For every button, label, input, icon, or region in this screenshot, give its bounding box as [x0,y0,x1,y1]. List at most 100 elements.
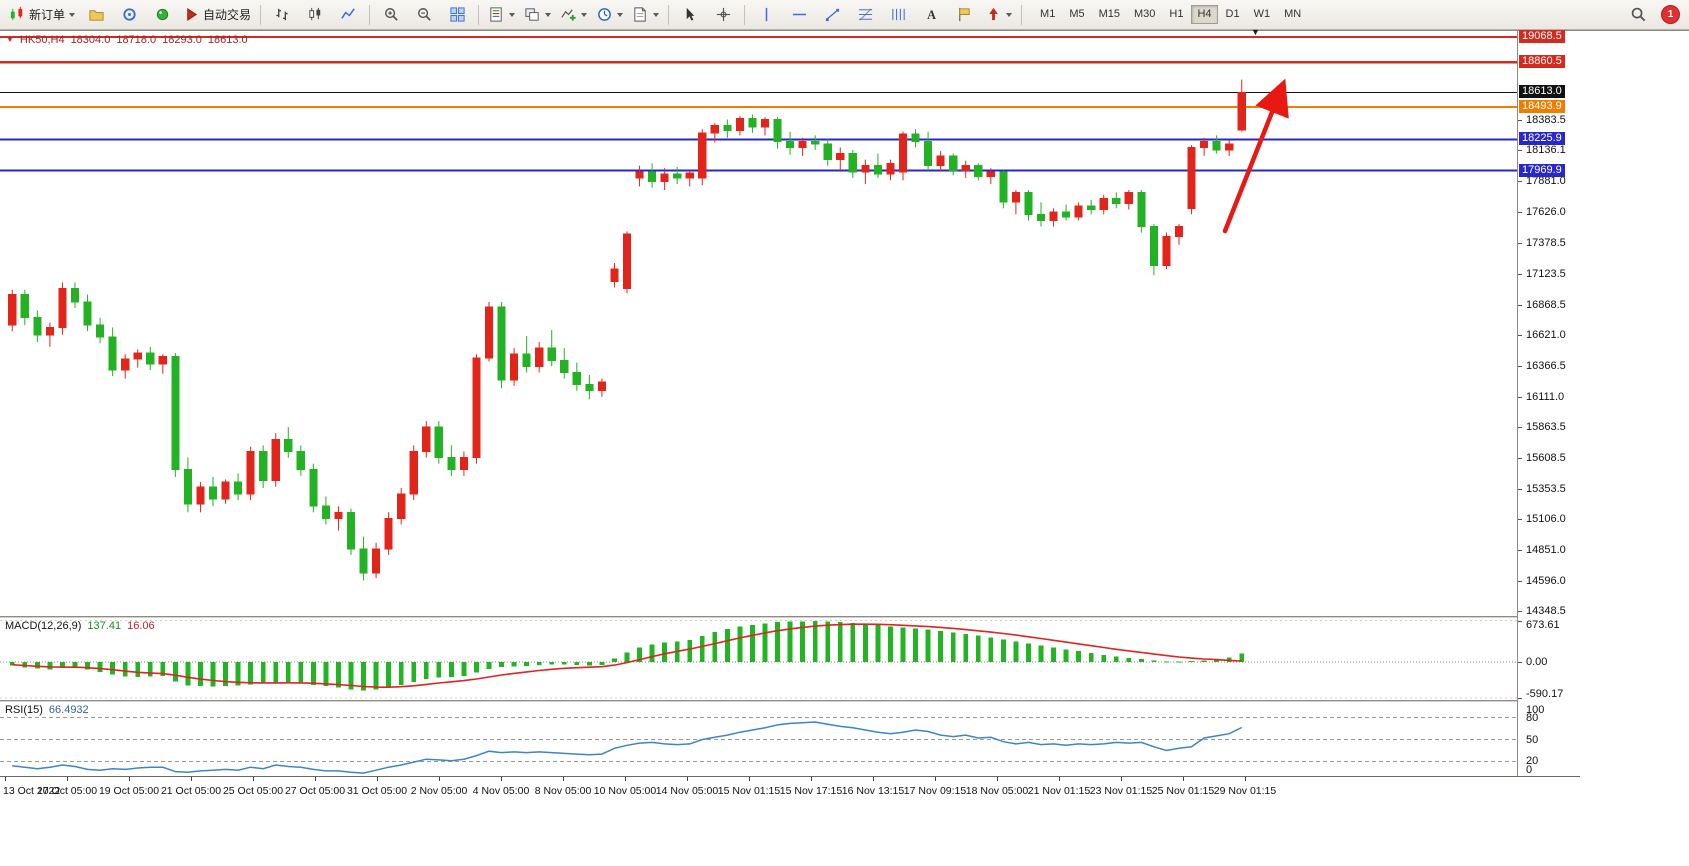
macd-histogram-bar [837,622,843,662]
rsi-name: RSI(15) [5,704,43,716]
candle [1174,224,1184,245]
indicators-button[interactable] [484,2,519,28]
candle [1036,202,1046,227]
candle [1137,190,1146,233]
macd-main-value: 137.41 [87,620,122,632]
price-tick-mark [1518,518,1522,520]
macd-name: MACD(12,26,9) [5,620,82,632]
price-scale[interactable]: 18383.5 18136.1 17881.0 17626.0 17378.5 17123… [1517,30,1588,776]
cursor-button[interactable] [674,2,706,28]
macd-histogram-bar [1013,641,1019,662]
arrow-up-icon [989,7,998,21]
vertical-line-button[interactable] [750,2,782,28]
text-button[interactable]: A [915,2,947,28]
bar-chart-button[interactable] [266,2,298,28]
time-tick-label: 31 Oct 05:00 [346,785,408,797]
candle [597,378,607,397]
candle [183,457,193,513]
timeframe-h4-button[interactable]: H4 [1191,5,1218,24]
chart-shift-marker-icon[interactable]: ▼ [1251,27,1260,37]
timeframe-m5-button[interactable]: M5 [1069,8,1085,20]
text-label-button[interactable] [948,2,980,28]
search-icon [1631,7,1645,22]
cascade-windows-button[interactable] [520,2,555,28]
panel-separator[interactable] [0,700,1580,703]
time-tick-mark [439,777,440,781]
macd-histogram-bar [875,625,881,662]
folder-icon [88,10,104,21]
notification-badge[interactable]: 1 [1661,5,1680,24]
trendline-button[interactable] [816,2,848,28]
arrow-objects-button[interactable] [981,2,1016,28]
trendline-icon [825,8,839,22]
price-tick-label: 17626.0 [1526,206,1566,219]
candle [459,451,469,476]
candle [823,138,832,166]
fibonacci-button[interactable] [849,2,881,28]
timeframe-m1-button[interactable]: M1 [1040,8,1056,20]
macd-histogram-bar [436,661,442,678]
chart-window[interactable]: ▼ HK50,H4 18304.0 18718.0 18293.0 18613.… [0,27,1689,866]
macd-histogram-bar [298,661,304,684]
price-tick-label: 15863.5 [1526,420,1566,433]
time-tick-mark [377,777,378,781]
macd-histogram-bar [285,661,291,683]
macd-histogram-bar [762,623,768,662]
toolbar-separator [369,4,371,25]
candle [572,362,581,391]
candle [246,446,255,501]
chevron-down-icon [69,12,76,17]
zoom-out-button[interactable] [408,2,440,28]
timeframe-h1-button[interactable]: H1 [1169,8,1184,20]
time-tick-mark [253,777,254,781]
candle [58,282,67,335]
new-order-button[interactable]: 新订单 [5,2,79,28]
tile-windows-button[interactable] [441,2,473,28]
macd-histogram-bar [474,661,479,673]
cycle-lines-button[interactable] [882,2,914,28]
time-tick-label: 19 Oct 05:00 [98,785,160,797]
timeframe-m15-button[interactable]: M15 [1098,8,1120,20]
macd-histogram-bar [1000,639,1006,662]
templates-button[interactable] [628,2,663,28]
candlestick-chart-button[interactable] [299,2,331,28]
document-list-icon [490,7,502,22]
time-tick-label: 2 Nov 05:00 [410,785,468,797]
macd-histogram-bar [1051,647,1056,662]
panel-separator[interactable] [0,616,1580,619]
rsi-panel-canvas[interactable] [0,703,1517,776]
candle [1124,190,1133,210]
timeframe-mn-button[interactable]: MN [1284,8,1302,20]
candle [999,170,1008,209]
macd-histogram-bar [624,652,630,662]
search-button[interactable] [1622,2,1654,28]
add-indicator-button[interactable] [556,2,591,28]
zoom-in-button[interactable] [375,2,407,28]
line-chart-button[interactable] [332,2,364,28]
timeframe-w1-button[interactable]: W1 [1253,8,1271,20]
timeframe-d1-button[interactable]: D1 [1225,8,1240,20]
macd-histogram-bar [110,661,116,675]
trend-arrow-object[interactable] [1222,78,1289,234]
price-tick-mark [1518,580,1522,582]
periods-button[interactable] [592,2,627,28]
timeframe-m30-button[interactable]: M30 [1134,8,1156,20]
auto-trading-button[interactable]: 自动交易 [179,2,255,28]
chart-profile-button[interactable] [80,2,112,28]
data-window-button[interactable] [113,2,145,28]
macd-histogram-bar [72,661,78,668]
time-scale[interactable]: 13 Oct 2022 17 Oct 05:00 19 Oct 05:00 21 Oc… [0,776,1580,807]
price-chart-canvas[interactable] [0,31,1517,616]
candle [1149,224,1159,276]
cycle-lines-icon [891,8,905,21]
time-tick-mark [563,777,564,781]
navigator-button[interactable] [146,2,178,28]
candle [861,159,870,184]
macd-tick-mark [1518,620,1522,622]
candle [785,131,795,155]
macd-histogram-bar [34,661,40,669]
horizontal-line-button[interactable] [783,2,815,28]
crosshair-button[interactable] [707,2,739,28]
macd-histogram-bar [536,661,542,665]
macd-panel-canvas[interactable] [0,619,1517,700]
